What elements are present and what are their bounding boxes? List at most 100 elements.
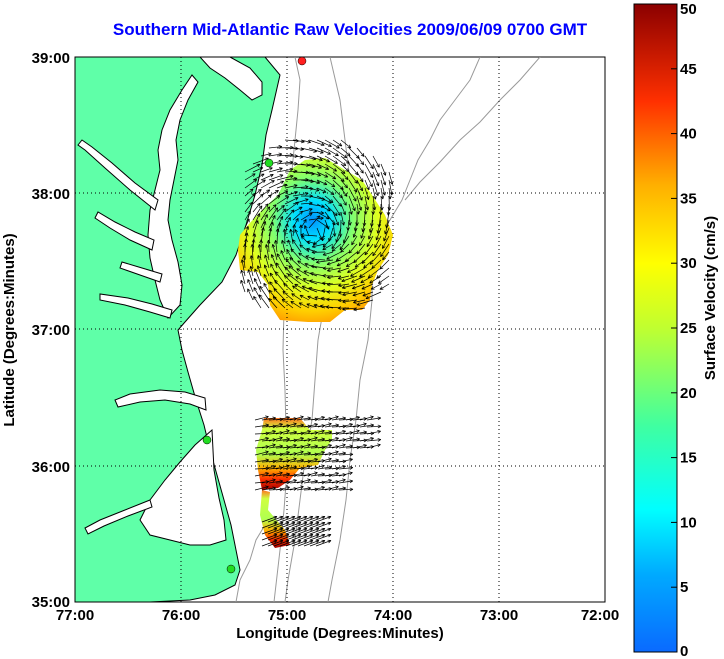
velocity-arrow (338, 290, 350, 295)
velocity-arrow (331, 235, 342, 250)
velocity-arrow (372, 243, 382, 257)
river-potomac (77, 139, 159, 211)
velocity-arrow (300, 139, 312, 144)
velocity-arrow (364, 163, 374, 178)
velocity-arrow (317, 457, 332, 463)
colorbar-tick-label: 30 (680, 255, 697, 272)
velocity-arrow (366, 430, 381, 435)
velocity-arrow (322, 235, 334, 248)
velocity-arrow (353, 299, 366, 304)
velocity-arrow (332, 211, 340, 226)
x-tick-label: 76:00 (162, 607, 200, 624)
velocity-arrow (371, 259, 382, 269)
velocity-arrow (276, 167, 294, 173)
velocity-arrow (338, 283, 350, 288)
velocity-arrow (372, 163, 380, 177)
velocity-arrow (382, 235, 390, 249)
velocity-arrow (315, 521, 332, 529)
colorbar (633, 3, 678, 653)
velocity-arrow (281, 239, 286, 253)
velocity-arrow (240, 269, 246, 285)
river-james (99, 293, 173, 319)
velocity-arrow (366, 443, 381, 449)
velocity-arrow (324, 163, 338, 172)
velocity-arrow (299, 244, 310, 253)
velocity-arrow (292, 285, 302, 293)
velocity-arrow (326, 251, 342, 260)
velocity-arrow (269, 272, 278, 285)
velocity-arrow (324, 171, 337, 180)
velocity-arrow (240, 259, 246, 277)
velocity-arrow (260, 180, 275, 189)
velocity-arrow (308, 215, 321, 229)
velocity-arrow (383, 227, 390, 242)
velocity-arrow (264, 254, 270, 269)
neuse-river (84, 499, 153, 535)
velocity-arrow (257, 244, 262, 261)
velocity-arrow (263, 273, 270, 285)
velocity-arrow (289, 450, 304, 456)
river-rappahannock (94, 211, 155, 251)
velocity-arrow (356, 171, 364, 183)
velocity-arrow (350, 267, 366, 277)
velocity-arrow (360, 227, 366, 239)
radar-site-marker-red (297, 57, 307, 66)
velocity-arrow (252, 189, 262, 197)
velocity-arrow (338, 436, 353, 442)
velocity-arrow (275, 262, 286, 277)
x-tick-label: 75:00 (268, 607, 306, 624)
velocity-arrow (352, 422, 367, 428)
velocity-arrow (261, 515, 278, 523)
velocity-arrow (340, 243, 350, 253)
velocity-arrow (244, 232, 249, 245)
velocity-arrow (316, 147, 331, 155)
velocity-arrow (324, 155, 338, 164)
velocity-arrow (311, 257, 326, 262)
velocity-arrow (284, 197, 299, 205)
velocity-arrow (294, 229, 302, 245)
velocity-arrow (322, 273, 334, 278)
y-axis-label: Latitude (Degrees:Minutes) (1, 233, 18, 426)
velocity-arrow (382, 251, 390, 261)
velocity-arrow (258, 294, 270, 309)
velocity-arrow (276, 204, 285, 213)
velocity-arrow (324, 472, 339, 477)
land-mass (75, 57, 281, 602)
velocity-arrow (331, 243, 342, 252)
velocity-arrow (240, 279, 246, 293)
velocity-arrow (366, 416, 382, 421)
velocity-arrow (344, 251, 358, 263)
velocity-arrow (254, 472, 269, 477)
velocity-arrow (303, 515, 320, 523)
velocity-arrow (292, 198, 309, 205)
velocity-arrow (276, 215, 284, 229)
velocity-arrow (244, 179, 258, 189)
velocity-arrow (252, 179, 266, 189)
velocity-arrow (356, 147, 365, 157)
velocity-arrow (268, 189, 279, 197)
velocity-arrow (310, 416, 325, 421)
velocity-arrow (341, 283, 358, 289)
velocity-arrow (348, 203, 353, 215)
y-tick-label: 35:00 (32, 594, 70, 611)
velocity-arrow (271, 243, 278, 261)
velocity-arrow (282, 457, 297, 463)
velocity-arrow (340, 171, 349, 181)
velocity-arrow (263, 264, 270, 277)
velocity-arrow (326, 259, 342, 266)
velocity-arrow (296, 443, 311, 449)
velocity-arrow (257, 255, 262, 269)
velocity-arrow (292, 239, 302, 253)
velocity-arrow (260, 214, 268, 229)
velocity-arrow (380, 243, 390, 258)
chart-title: Southern Mid-Atlantic Raw Velocities 200… (112, 20, 588, 39)
velocity-arrow (303, 471, 318, 477)
radar-site-marker (264, 158, 274, 168)
velocity-arrow (289, 485, 304, 491)
velocity-arrow (347, 267, 358, 273)
velocity-arrow (268, 174, 284, 181)
velocity-arrow (359, 267, 374, 278)
velocity-arrow (356, 299, 374, 306)
velocity-arrow (316, 211, 330, 220)
velocity-arrow (332, 203, 341, 216)
